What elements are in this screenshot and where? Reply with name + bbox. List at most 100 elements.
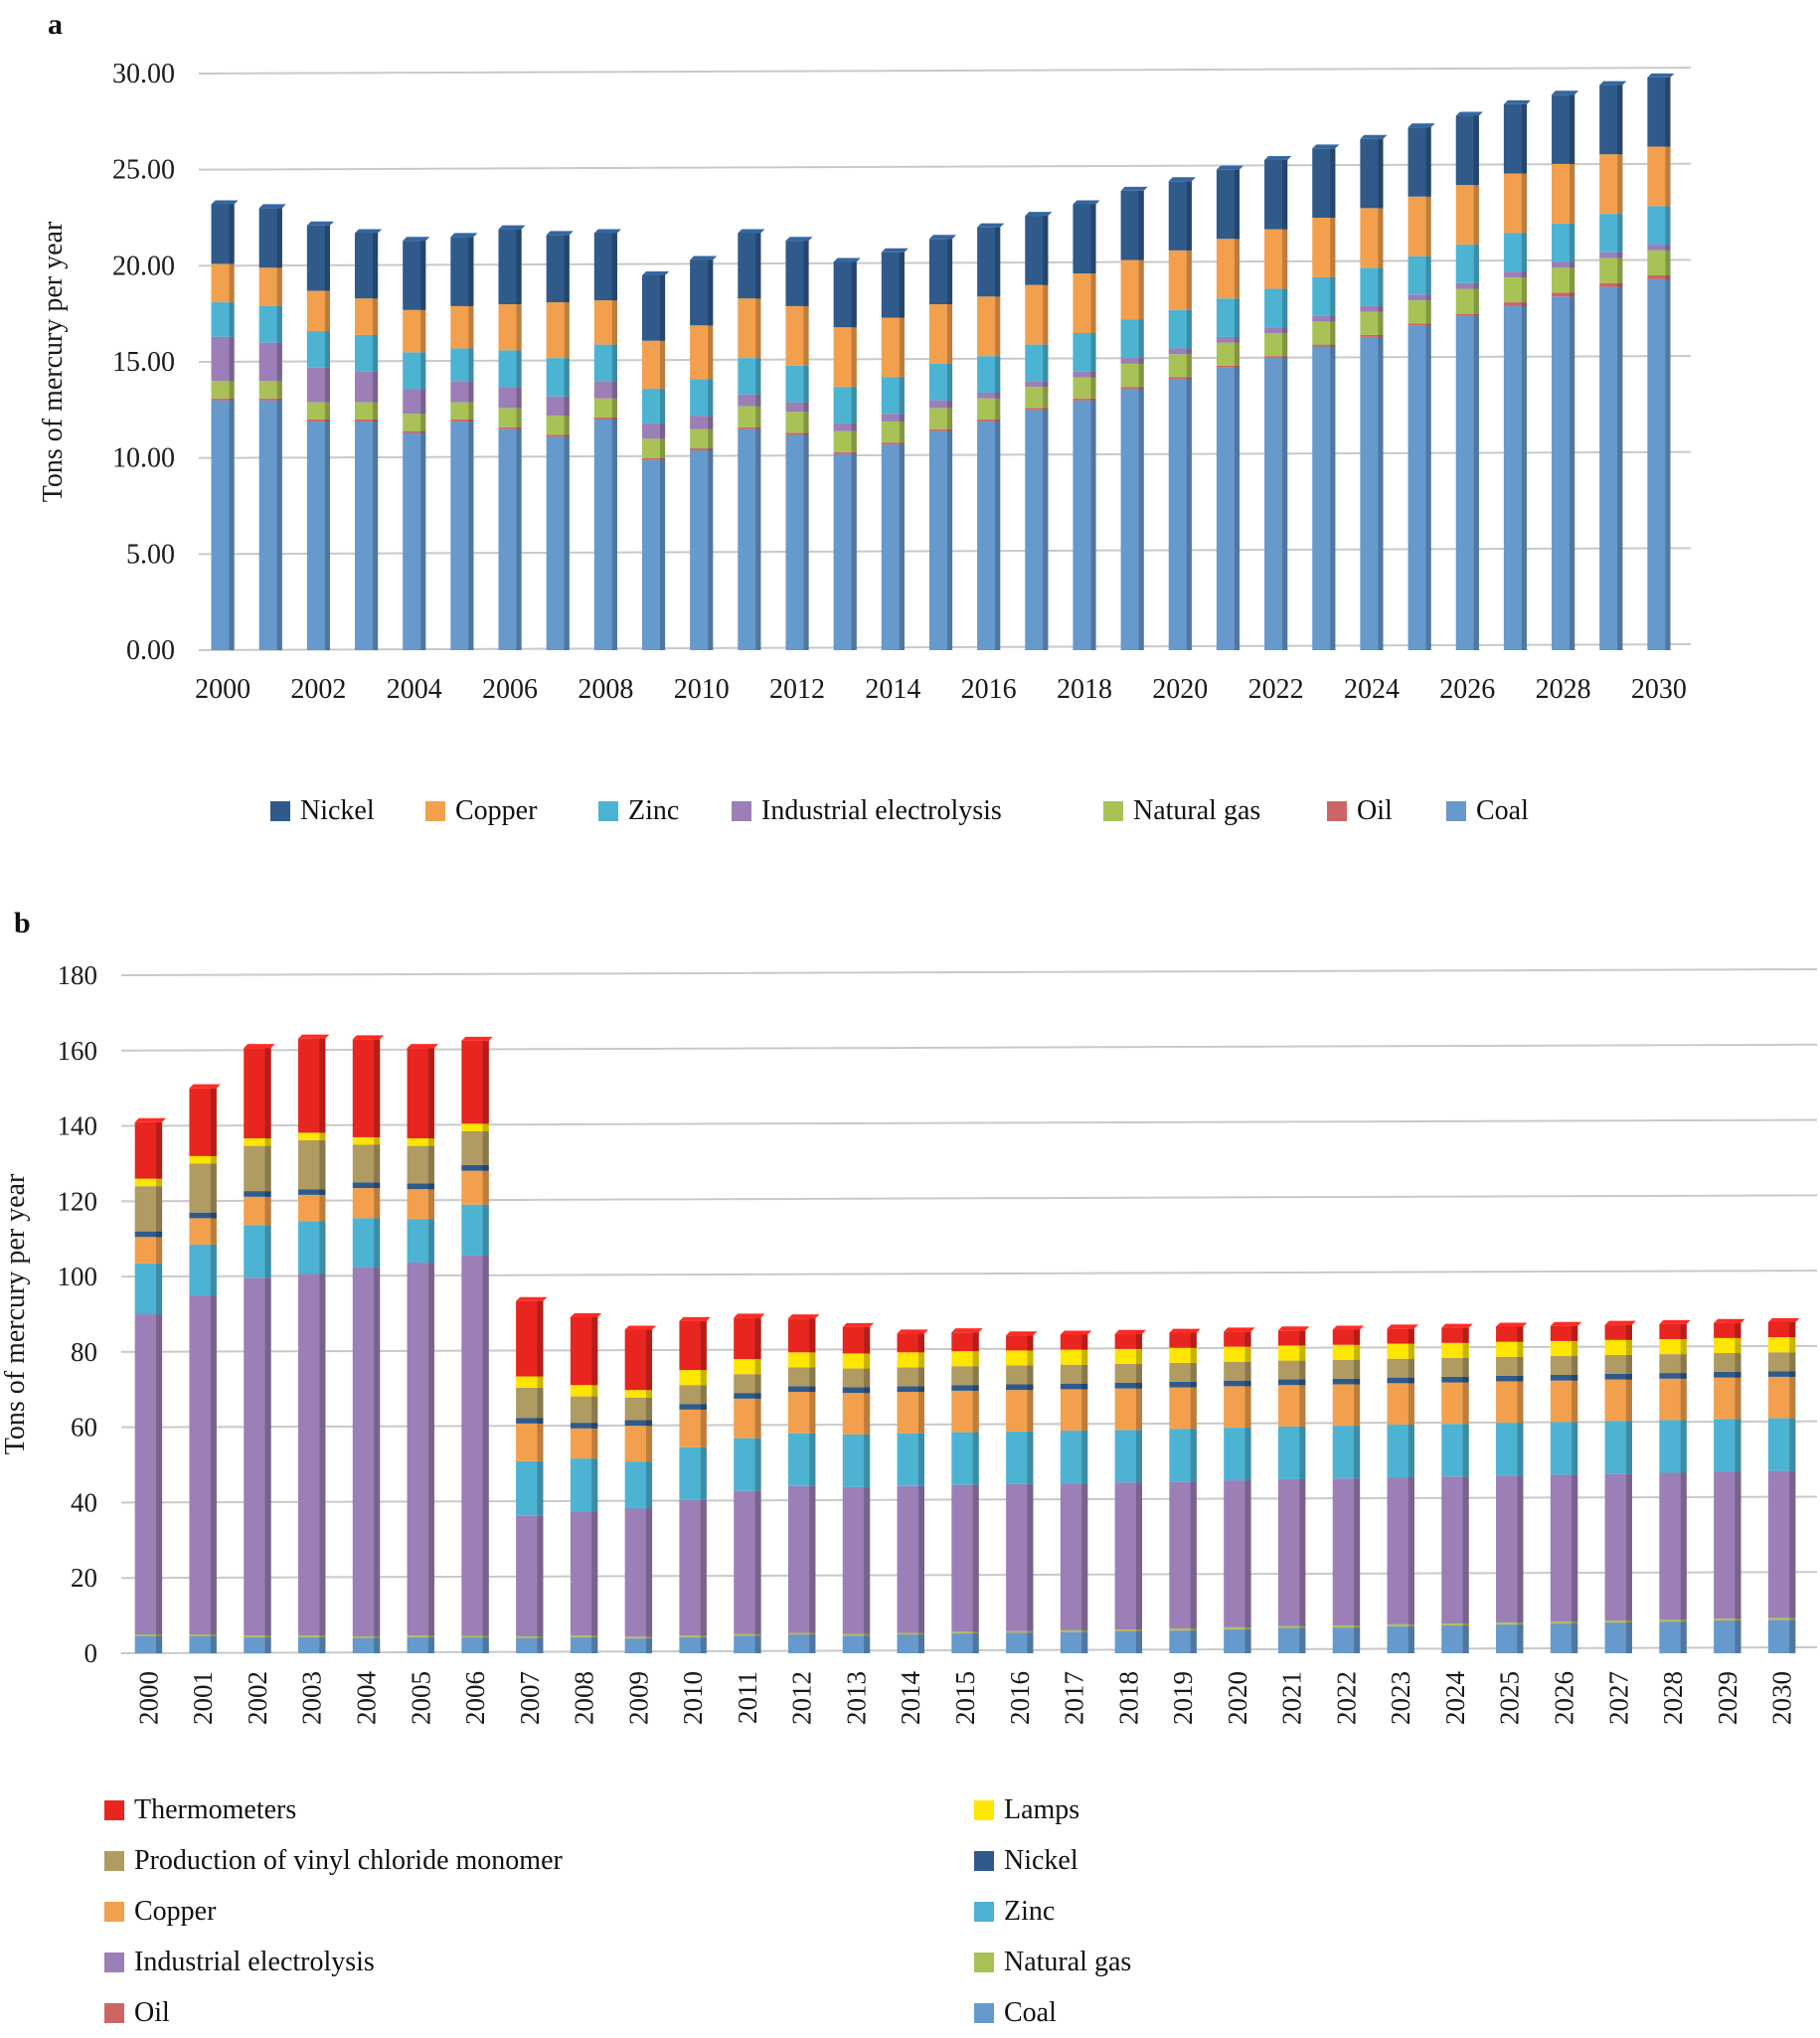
bar-side-production-of-vinyl-chloride-monomer-2028 xyxy=(1680,1354,1687,1374)
bar-side-lamps-2023 xyxy=(1407,1343,1414,1359)
bar-side-industrial-electrolysis-2026 xyxy=(1572,1474,1578,1622)
bar-oil-2026 xyxy=(1455,313,1479,316)
bar-copper-2002 xyxy=(306,290,330,332)
bar-side-industrial-electrolysis-2013 xyxy=(864,1486,871,1634)
bar-coal-2026 xyxy=(1455,315,1479,650)
bar-coal-2023 xyxy=(1312,346,1336,650)
bar-side-copper-2007 xyxy=(564,302,570,359)
bar-side-thermometers-2021 xyxy=(1299,1330,1306,1346)
bar-top-2005 xyxy=(450,233,478,238)
bar-side-coal-2014 xyxy=(917,1634,924,1653)
bar-side-nickel-2017 xyxy=(1081,1383,1088,1390)
bar-side-lamps-2026 xyxy=(1572,1340,1578,1357)
bar-side-natural-gas-2023 xyxy=(1407,1623,1414,1626)
bar-side-natural-gas-2011 xyxy=(754,1633,761,1636)
bar-top-2014 xyxy=(897,1329,928,1334)
legend-item-nickel: Nickel xyxy=(974,1845,1078,1877)
gridline xyxy=(120,1194,1818,1203)
bar-lamps-2029 xyxy=(1714,1337,1741,1354)
bar-side-zinc-2016 xyxy=(1027,1431,1034,1484)
bar-lamps-2015 xyxy=(951,1351,979,1367)
bar-lamps-2021 xyxy=(1277,1345,1306,1361)
legend-swatch xyxy=(425,801,445,821)
legend-a: Nickel Copper Zinc Industrial electrolysis N… xyxy=(0,795,1820,835)
bar-side-zinc-2014 xyxy=(917,1433,924,1486)
bar-oil-2019 xyxy=(1120,387,1144,390)
bar-nickel-2015 xyxy=(951,1385,979,1391)
legend-item-oil: Oil xyxy=(104,1997,170,2029)
bar-side-production-of-vinyl-chloride-monomer-2030 xyxy=(1789,1352,1796,1372)
bar-natural-gas-2021 xyxy=(1216,342,1241,366)
bar-side-copper-2016 xyxy=(1027,1390,1034,1432)
bar-production-of-vinyl-chloride-monomer-2017 xyxy=(1060,1364,1088,1384)
bar-side-natural-gas-2009 xyxy=(646,1636,653,1638)
bar-side-copper-2020 xyxy=(1186,250,1192,310)
bar-side-natural-gas-2018 xyxy=(1090,377,1096,399)
bar-side-industrial-electrolysis-2012 xyxy=(809,1485,816,1633)
bar-natural-gas-2015 xyxy=(951,1631,979,1633)
bar-natural-gas-2007 xyxy=(516,1635,544,1638)
bar-lamps-2016 xyxy=(1006,1350,1034,1366)
bar-side-zinc-2007 xyxy=(564,358,570,397)
x-tick-label: 2028 xyxy=(1536,674,1591,705)
bar-side-oil-2029 xyxy=(1617,282,1623,287)
bar-side-copper-2029 xyxy=(1617,154,1623,215)
bar-side-industrial-electrolysis-2023 xyxy=(1330,315,1336,322)
bar-copper-2028 xyxy=(1552,163,1575,224)
bar-side-coal-2029 xyxy=(1735,1620,1741,1653)
x-tick-label: 2001 xyxy=(188,1671,218,1725)
bar-side-production-of-vinyl-chloride-monomer-2010 xyxy=(700,1385,707,1405)
bar-side-nickel-2022 xyxy=(1354,1378,1361,1385)
bar-coal-2028 xyxy=(1552,296,1575,650)
bar-side-copper-2025 xyxy=(1517,1381,1524,1424)
bar-side-lamps-2024 xyxy=(1462,1342,1469,1358)
bar-industrial-electrolysis-2030 xyxy=(1647,245,1671,251)
bar-side-natural-gas-2020 xyxy=(1244,1626,1251,1629)
bar-side-production-of-vinyl-chloride-monomer-2017 xyxy=(1081,1364,1088,1384)
bar-nickel-2017 xyxy=(1060,1383,1088,1390)
bar-top-2006 xyxy=(461,1036,493,1041)
bar-side-zinc-2027 xyxy=(1625,1421,1632,1474)
bar-thermometers-2016 xyxy=(1006,1335,1034,1351)
bar-industrial-electrolysis-2019 xyxy=(1120,358,1144,364)
bar-nickel-2009 xyxy=(641,275,666,341)
legend-swatch xyxy=(104,1953,124,1972)
bar-side-zinc-2012 xyxy=(809,1433,816,1486)
bar-production-of-vinyl-chloride-monomer-2010 xyxy=(679,1385,707,1405)
bar-side-coal-2005 xyxy=(468,421,474,650)
bar-side-natural-gas-2025 xyxy=(1517,1621,1524,1624)
bar-coal-2025 xyxy=(1407,325,1431,650)
x-tick-label: 2026 xyxy=(1550,1671,1579,1725)
bar-production-of-vinyl-chloride-monomer-2013 xyxy=(842,1368,871,1388)
bar-side-natural-gas-2014 xyxy=(917,1632,924,1635)
bar-industrial-electrolysis-2022 xyxy=(1264,327,1288,333)
bar-side-thermometers-2023 xyxy=(1407,1328,1414,1344)
bar-side-industrial-electrolysis-2028 xyxy=(1680,1472,1687,1620)
bar-side-coal-2004 xyxy=(374,1637,381,1653)
bar-industrial-electrolysis-2016 xyxy=(977,392,1001,399)
bar-side-nickel-2019 xyxy=(1190,1381,1197,1388)
bar-top-2023 xyxy=(1387,1324,1418,1329)
bar-side-production-of-vinyl-chloride-monomer-2025 xyxy=(1517,1356,1524,1376)
bar-side-oil-2011 xyxy=(755,426,761,429)
bar-side-production-of-vinyl-chloride-monomer-2009 xyxy=(646,1397,653,1421)
bar-oil-2021 xyxy=(1216,365,1241,368)
bar-side-natural-gas-2022 xyxy=(1282,333,1288,357)
bar-side-coal-2020 xyxy=(1244,1629,1251,1653)
bar-side-production-of-vinyl-chloride-monomer-2027 xyxy=(1625,1354,1632,1374)
bar-side-nickel-2019 xyxy=(1138,190,1144,260)
bar-nickel-2026 xyxy=(1550,1375,1578,1381)
bar-side-copper-2000 xyxy=(156,1237,163,1264)
bar-side-production-of-vinyl-chloride-monomer-2016 xyxy=(1027,1365,1034,1385)
bar-side-coal-2026 xyxy=(1473,315,1479,650)
bar-side-industrial-electrolysis-2004 xyxy=(374,1267,381,1636)
bar-production-of-vinyl-chloride-monomer-2030 xyxy=(1767,1352,1796,1372)
bar-side-coal-2017 xyxy=(1043,410,1049,650)
bar-nickel-2016 xyxy=(1006,1384,1034,1391)
bar-side-natural-gas-2010 xyxy=(708,428,714,448)
bar-industrial-electrolysis-2012 xyxy=(785,402,809,413)
bar-coal-2029 xyxy=(1599,286,1623,650)
bar-side-coal-2027 xyxy=(1625,1622,1632,1653)
bar-side-coal-2003 xyxy=(373,421,379,650)
bar-side-natural-gas-2027 xyxy=(1521,276,1527,303)
